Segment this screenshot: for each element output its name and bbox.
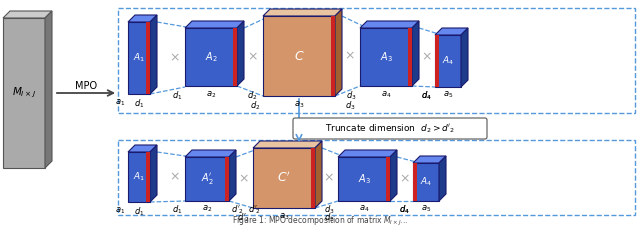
Polygon shape xyxy=(331,16,335,96)
Polygon shape xyxy=(225,157,229,201)
Text: $\times$: $\times$ xyxy=(168,170,179,184)
Polygon shape xyxy=(128,152,150,202)
Polygon shape xyxy=(229,150,236,201)
Polygon shape xyxy=(263,16,335,96)
Polygon shape xyxy=(150,145,157,202)
Polygon shape xyxy=(390,150,397,201)
Polygon shape xyxy=(185,21,244,28)
Text: $d_1$: $d_1$ xyxy=(172,204,182,216)
Text: $C'$: $C'$ xyxy=(277,171,291,185)
Polygon shape xyxy=(263,9,342,16)
Text: $\times$: $\times$ xyxy=(344,50,355,63)
Polygon shape xyxy=(386,157,390,201)
Polygon shape xyxy=(413,156,446,163)
Polygon shape xyxy=(311,148,315,208)
Text: $a_5$: $a_5$ xyxy=(421,204,431,215)
Polygon shape xyxy=(315,141,322,208)
Text: $d_1$: $d_1$ xyxy=(172,89,182,101)
Polygon shape xyxy=(233,28,237,86)
Polygon shape xyxy=(185,28,237,86)
Text: $a_2$: $a_2$ xyxy=(206,89,216,100)
Text: $a_2$: $a_2$ xyxy=(202,204,212,215)
Text: $a_1$: $a_1$ xyxy=(115,97,125,108)
Text: $a_3$: $a_3$ xyxy=(279,211,289,222)
Text: $A_1$: $A_1$ xyxy=(133,52,145,64)
Text: $d_1$: $d_1$ xyxy=(134,205,144,218)
Polygon shape xyxy=(439,156,446,201)
Polygon shape xyxy=(128,145,157,152)
Text: $d_3$: $d_3$ xyxy=(345,99,356,111)
Polygon shape xyxy=(360,21,419,28)
Text: $\times$: $\times$ xyxy=(399,173,410,185)
Polygon shape xyxy=(237,21,244,86)
Polygon shape xyxy=(335,9,342,96)
Text: $d_2$: $d_2$ xyxy=(250,99,260,111)
Polygon shape xyxy=(185,157,229,201)
Text: $d_4$: $d_4$ xyxy=(421,89,432,101)
Polygon shape xyxy=(185,150,236,157)
Text: $a_4$: $a_4$ xyxy=(381,89,391,100)
Polygon shape xyxy=(45,11,52,168)
Polygon shape xyxy=(3,11,52,18)
Polygon shape xyxy=(461,28,468,87)
Text: $A_3$: $A_3$ xyxy=(380,50,392,64)
Text: $A_3$: $A_3$ xyxy=(358,172,371,186)
Polygon shape xyxy=(435,35,461,87)
Text: $d_4$: $d_4$ xyxy=(421,90,432,102)
Polygon shape xyxy=(412,21,419,86)
Text: $a_4$: $a_4$ xyxy=(359,204,369,215)
FancyBboxPatch shape xyxy=(293,118,487,139)
Text: MPO: MPO xyxy=(75,81,97,91)
Text: $d'_2$: $d'_2$ xyxy=(248,204,261,216)
Text: $d_4$: $d_4$ xyxy=(399,204,410,216)
Polygon shape xyxy=(253,141,322,148)
Text: $a_5$: $a_5$ xyxy=(443,90,453,101)
Text: $A_2'$: $A_2'$ xyxy=(200,172,213,186)
Text: $\times$: $\times$ xyxy=(246,51,257,63)
Text: $d_4$: $d_4$ xyxy=(399,204,410,216)
Text: $d_2$: $d_2$ xyxy=(247,89,257,101)
Text: $\times$: $\times$ xyxy=(237,173,248,185)
Text: $d_1$: $d_1$ xyxy=(134,97,144,110)
Polygon shape xyxy=(338,157,390,201)
Polygon shape xyxy=(360,28,412,86)
Polygon shape xyxy=(128,15,157,22)
Text: Truncate dimension  $d_2 > d'_2$: Truncate dimension $d_2 > d'_2$ xyxy=(325,122,455,135)
Text: $A_2$: $A_2$ xyxy=(205,50,218,64)
Text: $d_3$: $d_3$ xyxy=(324,204,335,216)
Text: $d_3$: $d_3$ xyxy=(346,89,357,101)
Text: $d'_2$: $d'_2$ xyxy=(231,204,244,216)
Polygon shape xyxy=(150,15,157,94)
Polygon shape xyxy=(3,18,45,168)
Text: Figure 1: MPO decomposition of matrix $M_{I\times J}$...: Figure 1: MPO decomposition of matrix $M… xyxy=(232,215,408,228)
Polygon shape xyxy=(146,152,150,202)
Text: $A_1$: $A_1$ xyxy=(133,171,145,183)
Text: $a_3$: $a_3$ xyxy=(294,99,304,110)
Polygon shape xyxy=(435,28,468,35)
Polygon shape xyxy=(408,28,412,86)
Polygon shape xyxy=(413,163,417,201)
Polygon shape xyxy=(146,22,150,94)
Text: $\times$: $\times$ xyxy=(420,51,431,63)
Text: $d'_2$: $d'_2$ xyxy=(237,211,250,223)
Text: $A_4$: $A_4$ xyxy=(420,176,432,188)
Text: $C$: $C$ xyxy=(294,50,305,63)
Polygon shape xyxy=(413,163,439,201)
Polygon shape xyxy=(253,148,315,208)
Polygon shape xyxy=(128,22,150,94)
Text: $d_3$: $d_3$ xyxy=(324,211,335,223)
Polygon shape xyxy=(338,150,397,157)
Text: $a_1$: $a_1$ xyxy=(115,205,125,215)
Text: $M_{I\times J}$: $M_{I\times J}$ xyxy=(12,86,36,100)
Polygon shape xyxy=(435,35,439,87)
Text: $\times$: $\times$ xyxy=(323,172,333,185)
Text: $\times$: $\times$ xyxy=(168,51,179,64)
Text: $A_4$: $A_4$ xyxy=(442,55,454,67)
